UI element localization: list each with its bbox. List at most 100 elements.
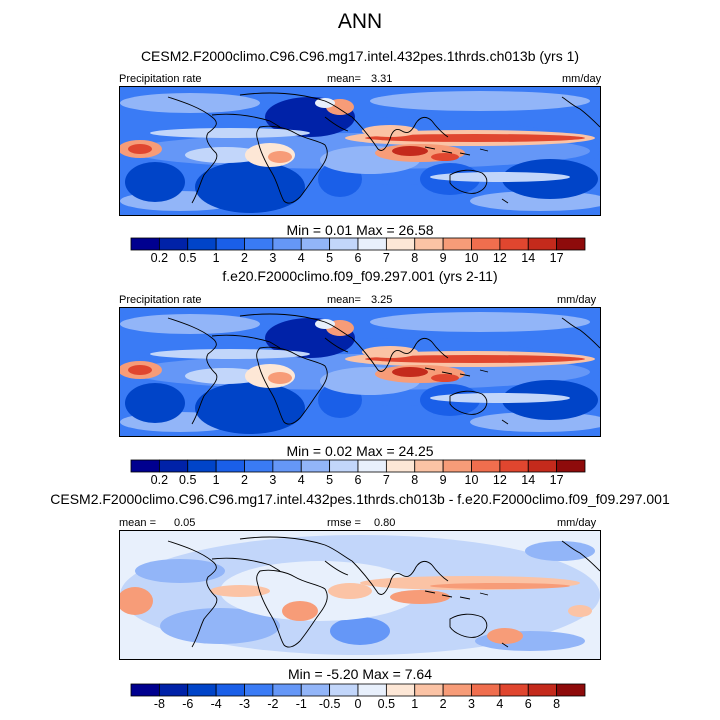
colorbar-box — [556, 459, 586, 473]
coastline — [501, 198, 509, 204]
colorbar-box — [442, 237, 472, 251]
field-contour — [328, 583, 372, 599]
panel-3-map — [119, 530, 601, 660]
coastline — [256, 569, 328, 648]
colorbar-box — [130, 683, 160, 697]
colorbar-tick-label: 4 — [496, 697, 504, 711]
colorbar-tick-label: -8 — [153, 697, 165, 711]
colorbar-box — [414, 683, 444, 697]
coastline — [324, 560, 349, 576]
colorbar-box — [272, 237, 302, 251]
colorbar-box — [357, 683, 387, 697]
colorbar-tick-label: -1 — [295, 697, 307, 711]
coastline — [351, 116, 433, 151]
panel-2-map — [119, 307, 601, 437]
field-contour — [120, 93, 260, 113]
colorbar-box — [215, 459, 245, 473]
field-contour — [210, 585, 270, 597]
panel-2-mean-value: 3.25 — [371, 294, 393, 306]
colorbar-tick-label: 2 — [439, 697, 447, 711]
coastline — [561, 96, 600, 128]
panel-2-colorbar: 0.2 0.5 1 2 3 4 5 6 7 8 9 10 12 14 17 — [130, 459, 586, 487]
field-contour — [220, 561, 420, 621]
colorbar-box — [527, 683, 558, 697]
coastline — [167, 96, 218, 204]
panel-1-title: CESM2.F2000climo.C96.C96.mg17.intel.432p… — [140, 48, 580, 64]
colorbar-box — [385, 459, 416, 473]
colorbar-box — [244, 683, 274, 697]
colorbar-tick-label: 17 — [549, 473, 564, 487]
coastline — [449, 169, 488, 194]
colorbar-tick-label: 12 — [492, 251, 507, 265]
coastline — [351, 337, 433, 372]
coastline — [239, 536, 353, 562]
field-contour — [392, 367, 428, 377]
colorbar-tick-label: 14 — [521, 251, 536, 265]
colorbar-box — [187, 683, 217, 697]
colorbar-box — [130, 459, 160, 473]
coastline — [501, 642, 509, 648]
panel-3-mean-key: mean = — [119, 517, 156, 529]
panel-3-units: mm/day — [557, 517, 597, 529]
colorbar-tick-label: 9 — [439, 473, 447, 487]
field-contour — [120, 314, 260, 334]
field-contour — [430, 583, 570, 589]
colorbar-box — [442, 683, 472, 697]
field-contour — [128, 365, 152, 375]
field-contour — [120, 587, 153, 615]
panel-1-mean-value: 3.31 — [371, 73, 393, 85]
colorbar-box — [187, 237, 217, 251]
field-contour — [315, 98, 335, 108]
colorbar-tick-label: 4 — [297, 473, 305, 487]
colorbar-box — [215, 683, 245, 697]
field-contour — [315, 319, 335, 329]
field-contour — [370, 91, 590, 111]
colorbar-box — [215, 237, 245, 251]
colorbar-box — [158, 459, 189, 473]
coastlines — [167, 536, 600, 648]
coastline — [211, 113, 281, 128]
panel-1-map — [119, 86, 601, 216]
field-contour — [195, 382, 305, 434]
coastline — [324, 116, 349, 132]
coastline — [424, 146, 489, 156]
coastline — [324, 337, 349, 353]
colorbar-tick-label: -4 — [210, 697, 222, 711]
field-contour — [365, 355, 585, 363]
colorbar-tick-label: 0.5 — [179, 251, 197, 265]
colorbar-box — [130, 237, 160, 251]
field-contour — [362, 346, 418, 358]
coastline — [211, 334, 281, 349]
colorbar-tick-label: 0.2 — [150, 251, 169, 265]
field-contour — [525, 541, 595, 561]
coastline — [239, 313, 353, 339]
field-contour — [125, 383, 185, 423]
coastline — [256, 125, 328, 204]
colorbar-box — [414, 459, 444, 473]
field-contour — [150, 349, 310, 359]
colorbar-box — [556, 683, 586, 697]
field-contour — [185, 368, 265, 384]
colorbar-tick-label: 8 — [411, 473, 419, 487]
coastline — [424, 367, 489, 377]
field-contour — [160, 608, 280, 644]
colorbar-box — [300, 459, 331, 473]
field-contour — [268, 372, 292, 384]
precipitation-field — [120, 312, 600, 434]
colorbar-tick-label: 3 — [269, 473, 277, 487]
colorbar-tick-label: 7 — [382, 251, 390, 265]
figure-title: ANN — [337, 10, 383, 33]
precipitation-field — [120, 531, 600, 659]
field-contour — [568, 605, 592, 617]
colorbar-tick-label: 1 — [411, 697, 419, 711]
colorbar-box — [329, 237, 359, 251]
colorbar-box — [499, 237, 529, 251]
coastline — [351, 560, 433, 595]
panel-1-mean-key: mean= — [327, 73, 361, 85]
panel-2-variable-label: Precipitation rate — [119, 294, 202, 306]
panel-3-colorbar: -8 -6 -4 -3 -2 -1 -0.5 0 0.5 1 2 3 4 6 8 — [130, 683, 586, 711]
coastline — [431, 341, 449, 359]
coastline — [211, 557, 281, 572]
colorbar-box — [272, 683, 302, 697]
coastlines — [167, 92, 600, 204]
